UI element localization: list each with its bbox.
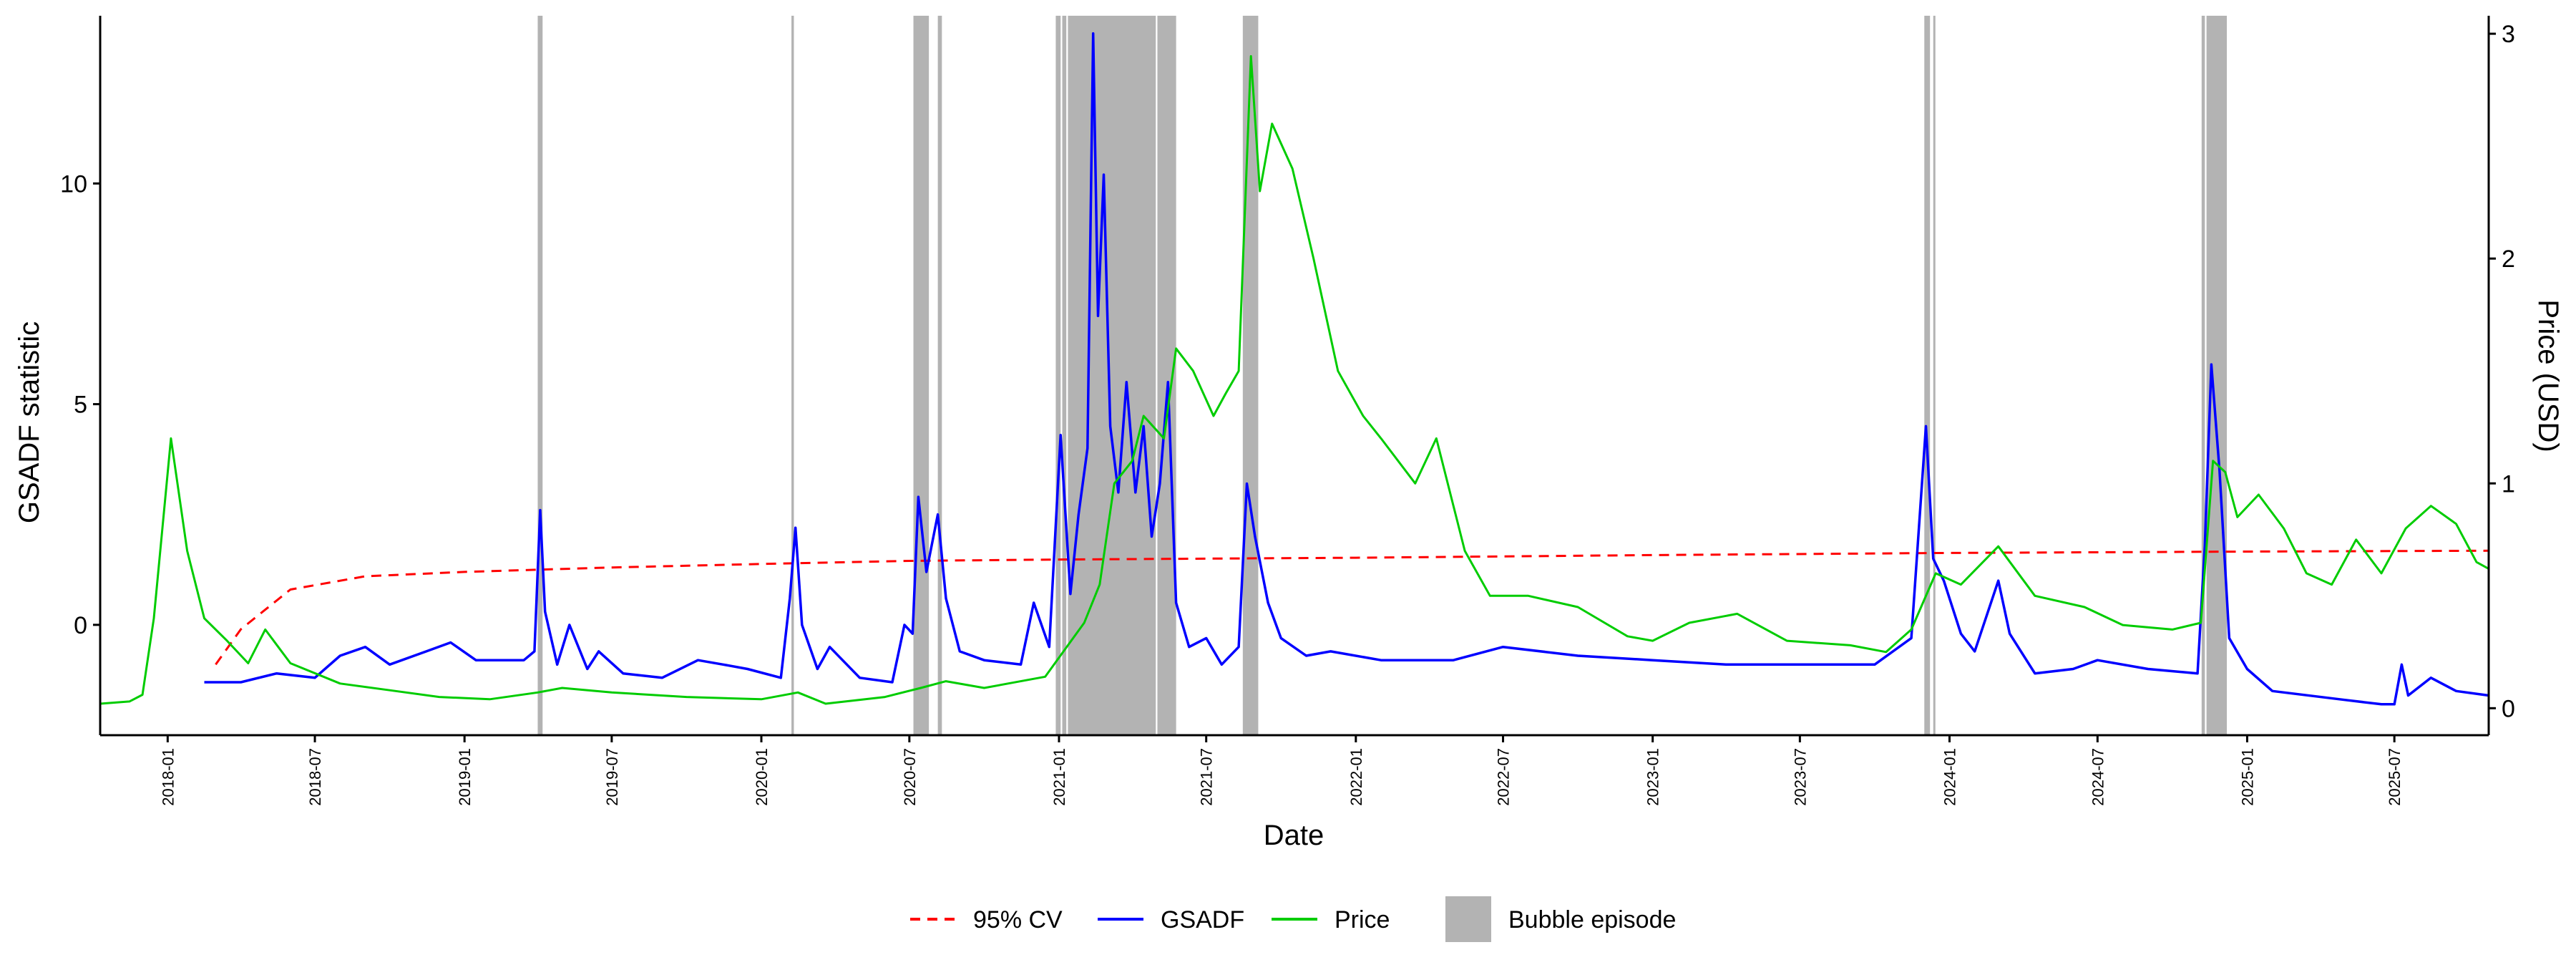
legend-label-0: 95% CV [973, 906, 1063, 933]
x-tick-label: 2018-07 [306, 748, 324, 806]
x-tick-label: 2022-01 [1347, 748, 1365, 806]
x-tick-label: 2025-07 [2386, 748, 2404, 806]
x-tick-label: 2024-01 [1941, 748, 1959, 806]
series-line-gsadf [204, 31, 2489, 706]
axes-layer: 0 5 10 0 1 2 3 2018-01 2018-07 2019-01 2019-07 2020… [60, 16, 2515, 806]
x-tick-label: 2020-07 [901, 748, 919, 806]
x-tick-label: 2021-01 [1050, 748, 1068, 806]
y-left-tick-label: 5 [74, 392, 87, 419]
bubble-episode-band [2201, 16, 2205, 735]
bubble-episode-band [1062, 16, 1067, 735]
x-tick-label: 2024-07 [2089, 748, 2107, 806]
legend: 95% CV GSADF Price Bubble episode [910, 896, 1676, 942]
x-tick-label: 2018-01 [159, 748, 177, 806]
legend-label-2: Price [1335, 906, 1390, 933]
bubble-episode-band [1242, 16, 1259, 735]
x-axis-title: Date [1264, 820, 1324, 851]
series-line-price [99, 55, 2489, 705]
x-tick-label: 2020-01 [753, 748, 771, 806]
series-layer [99, 31, 2489, 706]
x-tick-label: 2022-07 [1495, 748, 1513, 806]
y-right-tick-label: 3 [2502, 21, 2515, 48]
y-left-tick-label: 10 [60, 170, 87, 198]
x-tick-label: 2019-01 [456, 748, 474, 806]
legend-label-3: Bubble episode [1508, 906, 1676, 933]
y-right-tick-label: 1 [2502, 470, 2515, 498]
bubble-episode-band [2206, 16, 2228, 735]
bubble-episodes-layer [537, 16, 2228, 735]
bubble-episode-band [1933, 16, 1936, 735]
y-right-tick-label: 0 [2502, 695, 2515, 722]
x-tick-label: 2023-01 [1644, 748, 1662, 806]
y-axis-left-title: GSADF statistic [14, 321, 45, 523]
y-left-tick-label: 0 [74, 612, 87, 639]
series-line-95-cv [215, 549, 2489, 666]
bubble-episode-band [537, 16, 543, 735]
x-tick-label: 2021-07 [1198, 748, 1216, 806]
x-tick-label: 2023-07 [1791, 748, 1809, 806]
x-tick-label: 2019-07 [603, 748, 621, 806]
bubble-episode-band [791, 16, 794, 735]
x-tick-label: 2025-01 [2238, 748, 2256, 806]
y-axis-right-title: Price (USD) [2532, 299, 2564, 452]
legend-label-1: GSADF [1161, 906, 1244, 933]
legend-key-3 [1445, 896, 1491, 942]
bubble-episode-band [1068, 16, 1156, 735]
bubble-episode-band [1055, 16, 1061, 735]
bubble-episode-band [913, 16, 930, 735]
bubble-episode-band [937, 16, 942, 735]
y-right-tick-label: 2 [2502, 246, 2515, 273]
bubble-episode-band [1924, 16, 1931, 735]
